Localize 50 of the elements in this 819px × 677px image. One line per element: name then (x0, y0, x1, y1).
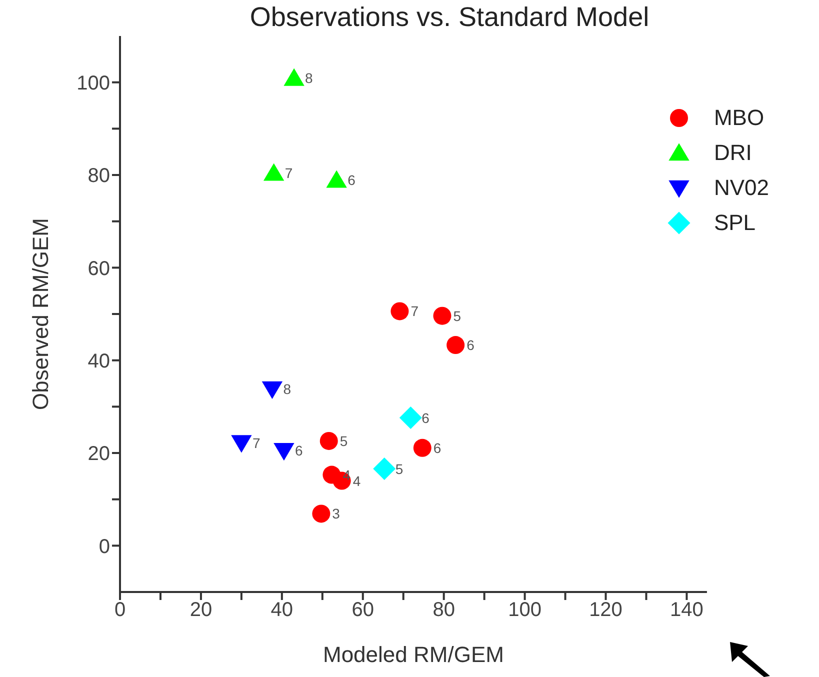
annotation: 5 (340, 432, 348, 449)
legend-label: SPL (714, 210, 756, 236)
annotation: 3 (332, 506, 340, 522)
annotation: 5 (453, 308, 462, 324)
annotation: 7 (410, 303, 419, 320)
y-tick-label: 20 (88, 443, 110, 466)
point (326, 170, 347, 188)
x-tick-label: 0 (114, 599, 126, 622)
legend-label: NV02 (714, 174, 769, 200)
y-tick-label: 40 (88, 350, 110, 372)
annotation: 6 (348, 172, 356, 188)
y-axis-title: Observed RM/GEM (28, 218, 53, 410)
x-tick-label: 60 (352, 599, 374, 622)
point (413, 438, 432, 457)
point (312, 504, 330, 523)
annotation: 7 (252, 434, 260, 451)
x-tick-label: 140 (670, 599, 704, 622)
annotation: 6 (422, 410, 430, 426)
annotation: 8 (305, 70, 314, 86)
annotation: 6 (466, 337, 475, 354)
chart-title: Observations vs. Standard Model (248, 2, 650, 33)
annotation: 4 (352, 472, 361, 489)
x-axis-title: Modeled RM/GEM (323, 642, 504, 667)
point (399, 406, 422, 430)
point (274, 443, 294, 461)
annotation: 5 (395, 460, 404, 477)
point (284, 68, 304, 86)
point (390, 302, 409, 320)
legend-label: MBO (714, 104, 764, 130)
annotation: 6 (433, 440, 442, 456)
point (373, 458, 396, 480)
y-tick-label: 0 (98, 536, 110, 558)
point (262, 381, 283, 399)
legend-label: DRI (714, 140, 752, 166)
x-tick-label: 120 (589, 599, 622, 622)
y-tick-label: 60 (88, 258, 110, 280)
x-tick-label: 40 (270, 599, 294, 622)
x-tick-label: 20 (190, 599, 212, 622)
y-tick-label: 80 (88, 165, 110, 188)
annotation: 8 (283, 381, 292, 398)
point (433, 306, 452, 325)
annotation: 6 (294, 442, 303, 459)
x-tick-label: 100 (508, 599, 542, 622)
x-tick-label: 80 (432, 599, 455, 622)
point (263, 163, 284, 181)
point (320, 432, 338, 450)
point (446, 336, 465, 354)
y-tick-label: 100 (76, 72, 110, 94)
annotation: 7 (284, 165, 293, 182)
point (231, 435, 252, 453)
